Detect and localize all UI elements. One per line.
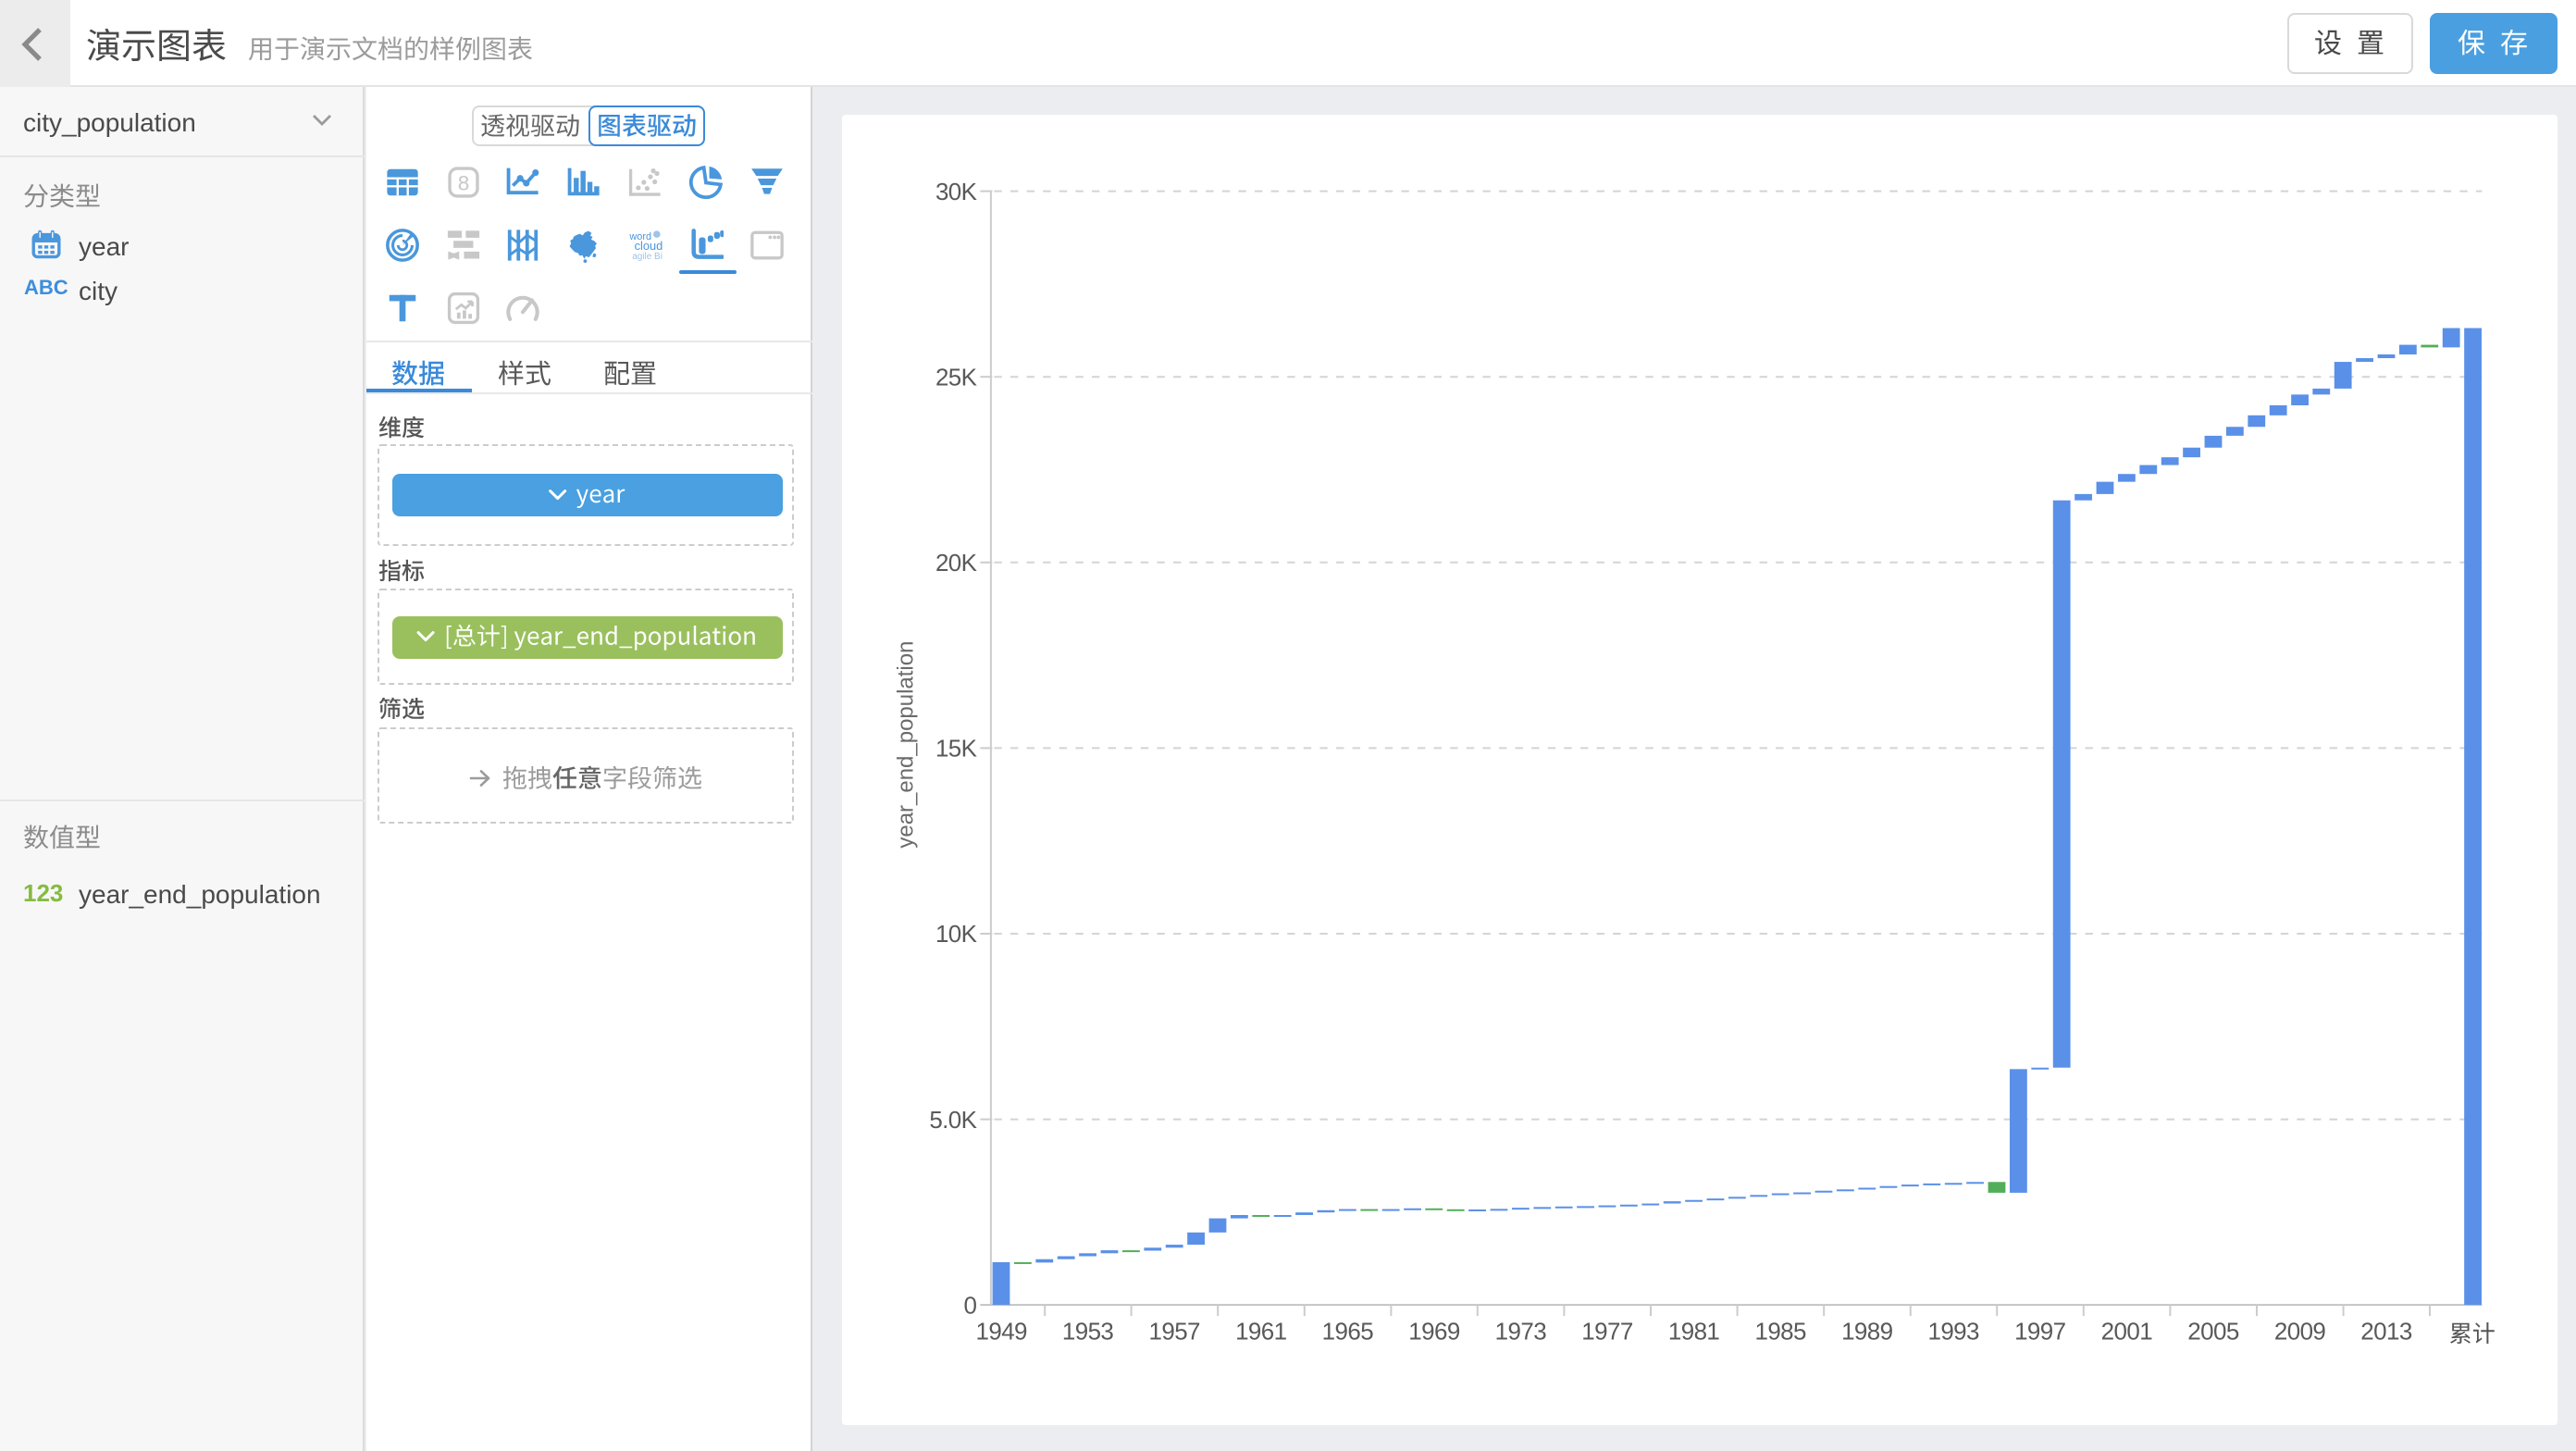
- svg-text:1981: 1981: [1667, 1317, 1719, 1345]
- svg-text:1965: 1965: [1321, 1317, 1373, 1345]
- svg-text:1997: 1997: [2014, 1317, 2066, 1345]
- svg-text:8: 8: [457, 172, 469, 195]
- svg-text:cloud: cloud: [634, 238, 662, 252]
- svg-text:5.0K: 5.0K: [929, 1105, 977, 1133]
- svg-text:1993: 1993: [1927, 1317, 1979, 1345]
- svg-text:10K: 10K: [935, 920, 978, 948]
- svg-text:0: 0: [963, 1291, 976, 1319]
- svg-text:1953: 1953: [1061, 1317, 1113, 1345]
- svg-text:year_end_population: year_end_population: [893, 640, 918, 848]
- svg-text:1973: 1973: [1494, 1317, 1546, 1345]
- svg-text:1977: 1977: [1581, 1317, 1633, 1345]
- svg-text:20K: 20K: [935, 548, 978, 576]
- svg-text:1985: 1985: [1754, 1317, 1806, 1345]
- svg-text:2005: 2005: [2187, 1317, 2239, 1345]
- svg-text:1957: 1957: [1148, 1317, 1200, 1345]
- svg-text:1961: 1961: [1235, 1317, 1287, 1345]
- svg-text:1949: 1949: [975, 1317, 1027, 1345]
- svg-text:25K: 25K: [935, 363, 978, 391]
- svg-text:word: word: [628, 230, 651, 242]
- svg-text:30K: 30K: [935, 177, 978, 205]
- svg-text:1969: 1969: [1408, 1317, 1460, 1345]
- svg-text:1989: 1989: [1841, 1317, 1893, 1345]
- svg-text:2001: 2001: [2100, 1317, 2152, 1345]
- svg-text:agile Bi: agile Bi: [632, 251, 663, 261]
- svg-text:2013: 2013: [2360, 1317, 2412, 1345]
- svg-text:2009: 2009: [2273, 1317, 2325, 1345]
- svg-text:15K: 15K: [935, 734, 978, 762]
